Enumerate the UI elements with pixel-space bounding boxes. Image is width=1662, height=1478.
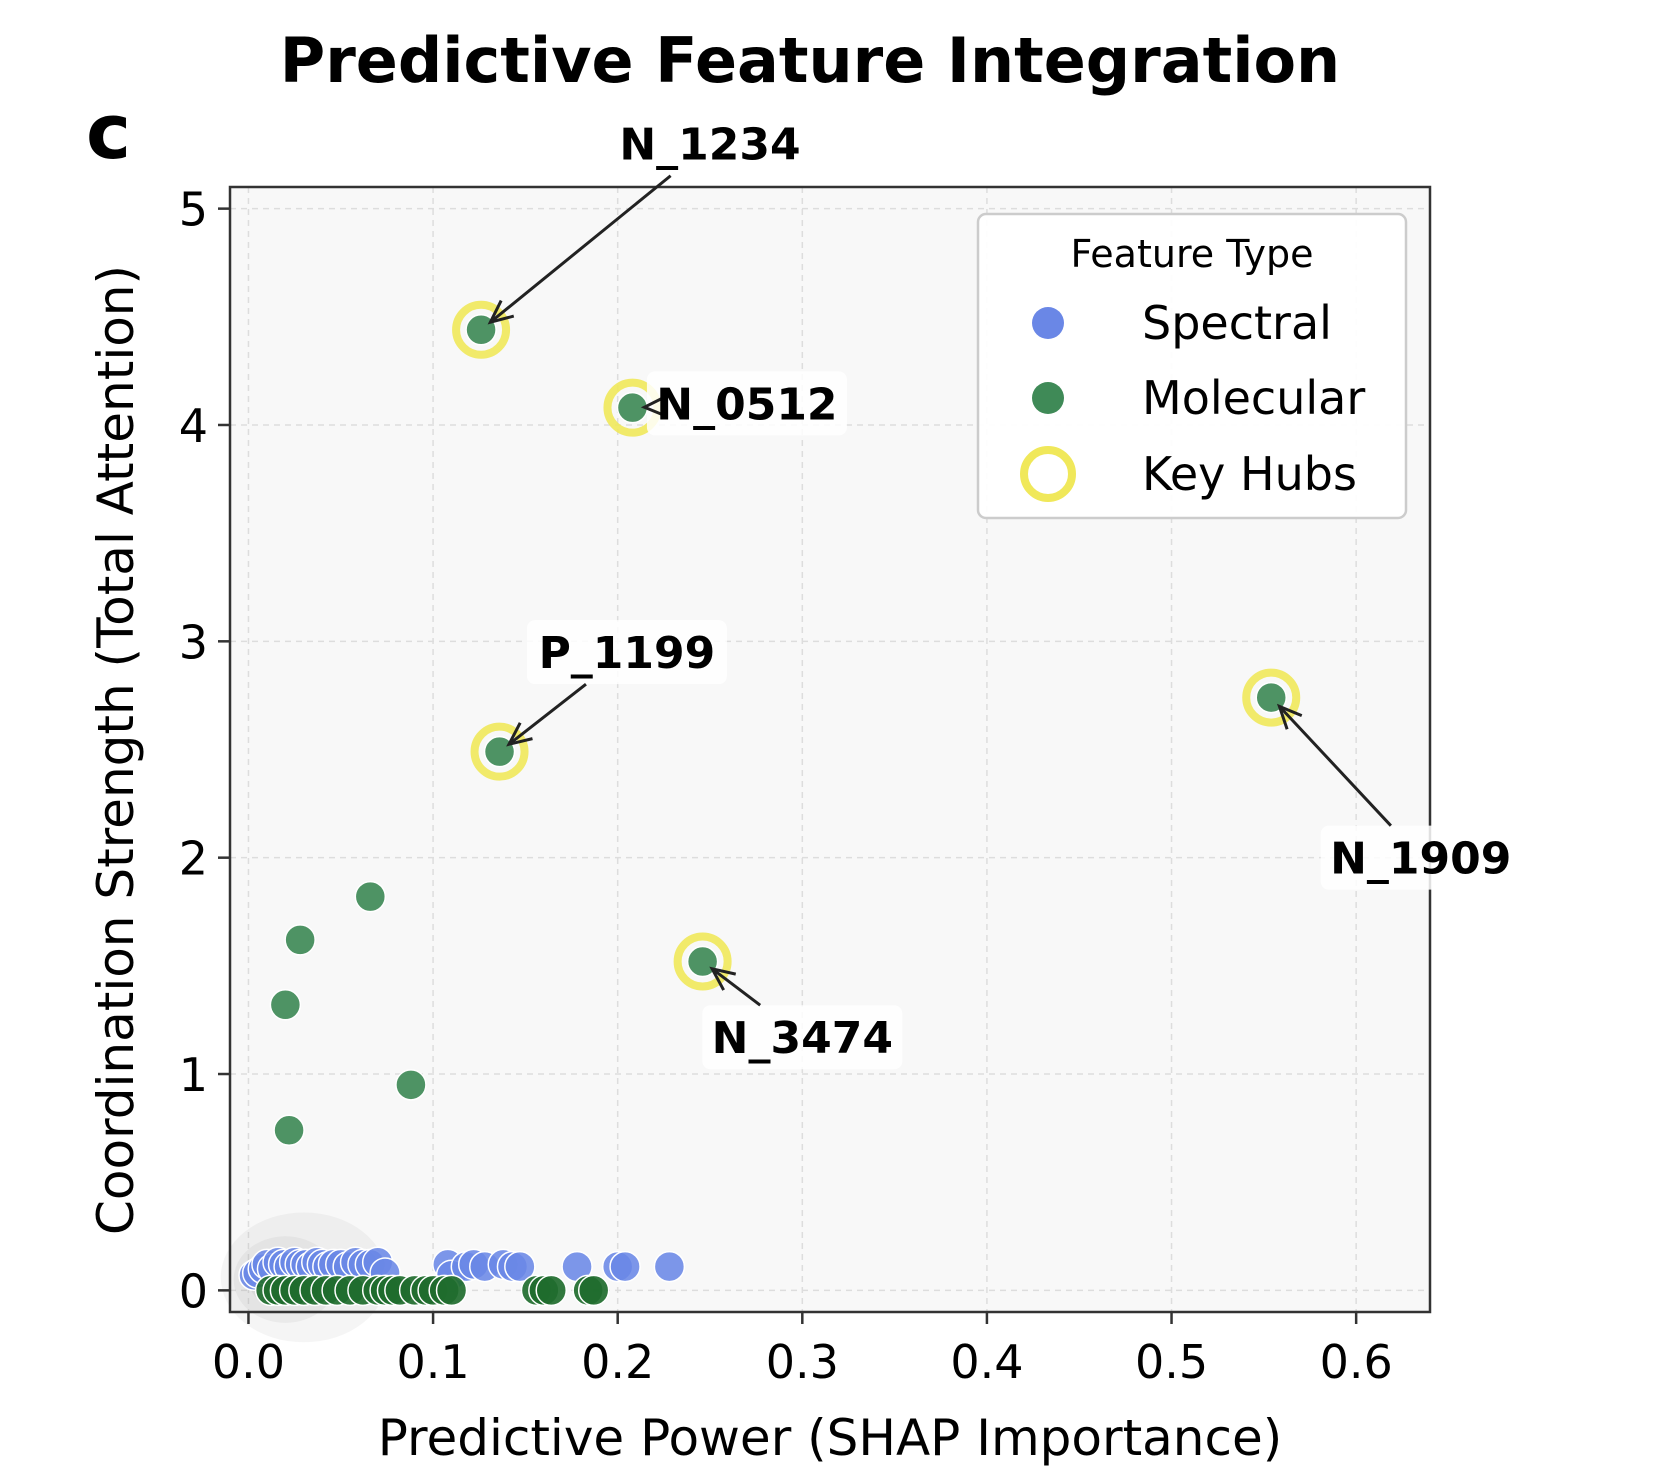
key-hub-ring [470, 722, 529, 781]
molecular-point [435, 1274, 468, 1307]
molecular-series [254, 314, 1287, 1307]
annotation-arrow [489, 174, 672, 324]
annotation-arrow [711, 967, 762, 1007]
annotation-arrowhead [506, 722, 533, 747]
molecular-point [535, 1274, 567, 1307]
molecular-point [483, 735, 516, 768]
x-tick-label: 0.4 [950, 1335, 1023, 1389]
annotation-box [646, 371, 847, 436]
legend-box [976, 212, 1408, 520]
legend-key-hubs-label: Key Hubs [1142, 447, 1357, 501]
x-tick-label: 0.3 [766, 1335, 839, 1389]
annotation-arrowhead [640, 395, 668, 418]
molecular-point [354, 880, 387, 913]
spectral-point [504, 1250, 536, 1283]
molecular-point [686, 945, 719, 978]
molecular-point [284, 924, 316, 956]
spectral-point [653, 1250, 686, 1283]
annotation-label: N_0512 [656, 379, 837, 430]
molecular-point [269, 989, 302, 1021]
annotation-label: P_1199 [539, 628, 716, 679]
annotation-label: N_1909 [1330, 834, 1511, 885]
annotation-box [1320, 825, 1521, 890]
x-tick-label: 0.0 [212, 1335, 285, 1389]
y-tick-label: 2 [179, 832, 208, 886]
legend-key-hubs-marker [1020, 446, 1076, 502]
legend-spectral-marker [1032, 307, 1064, 339]
panel-label: c [86, 87, 131, 176]
plot-frame [228, 185, 1432, 1314]
legend-spectral-label: Spectral [1142, 296, 1332, 350]
annotation-label: N_1234 [619, 120, 800, 171]
y-tick-label: 5 [179, 183, 208, 237]
key-hub-ring [673, 932, 732, 991]
y-tick-label: 4 [179, 399, 208, 453]
molecular-point [273, 1114, 305, 1147]
spectral-series [238, 1246, 686, 1291]
x-axis-label: Predictive Power (SHAP Importance) [378, 1409, 1283, 1467]
annotation-arrowhead [709, 966, 737, 991]
annotation-arrow [508, 682, 587, 746]
annotation-arrow [1278, 705, 1392, 827]
legend-molecular-label: Molecular [1142, 371, 1365, 425]
x-tick-label: 0.5 [1135, 1335, 1208, 1389]
key-hub-ring [1242, 668, 1301, 727]
chart-title: Predictive Feature Integration [280, 24, 1340, 97]
spectral-point [609, 1250, 641, 1283]
y-axis-ticks: 0 1 2 3 4 5 [179, 183, 230, 1318]
x-tick-label: 0.2 [581, 1335, 654, 1389]
annotation-arrowhead [1276, 703, 1303, 730]
annotation-box [702, 1005, 903, 1070]
annotation-label: N_3474 [712, 1013, 893, 1064]
molecular-point [465, 314, 497, 346]
annotation-box [526, 620, 727, 685]
y-tick-label: 3 [179, 615, 208, 669]
x-tick-label: 0.6 [1320, 1335, 1393, 1389]
legend: Feature Type Spectral Molecular Key Hubs [976, 212, 1408, 520]
key-hub-ring [452, 300, 511, 359]
annotation-arrowhead [487, 299, 515, 325]
annotations: N_1234 N_0512 P_1199 N_1909 N_3474 [487, 111, 1521, 1070]
molecular-point [395, 1069, 427, 1101]
legend-title: Feature Type [1071, 232, 1314, 276]
y-tick-label: 0 [179, 1264, 208, 1318]
legend-molecular-marker [1032, 382, 1064, 414]
y-tick-label: 1 [179, 1048, 208, 1102]
x-axis-ticks: 0.0 0.1 0.2 0.3 0.4 0.5 0.6 [212, 1312, 1393, 1389]
molecular-point [577, 1274, 610, 1307]
annotation-box [610, 111, 810, 176]
x-tick-label: 0.1 [396, 1335, 469, 1389]
y-axis-label: Coordination Strength (Total Attention) [87, 265, 145, 1235]
